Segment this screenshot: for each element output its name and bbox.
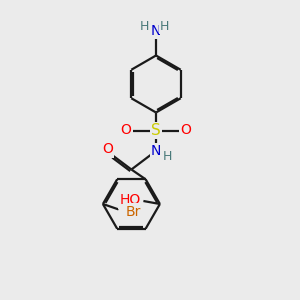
Text: S: S xyxy=(151,123,161,138)
Text: O: O xyxy=(181,124,191,137)
Text: N: N xyxy=(151,145,161,158)
Text: HO: HO xyxy=(119,194,140,207)
Text: H: H xyxy=(163,150,172,163)
Text: H: H xyxy=(160,20,169,33)
Text: O: O xyxy=(121,124,131,137)
Text: H: H xyxy=(140,20,149,33)
Text: O: O xyxy=(102,142,113,156)
Text: N: N xyxy=(151,24,161,38)
Text: Br: Br xyxy=(125,205,141,218)
